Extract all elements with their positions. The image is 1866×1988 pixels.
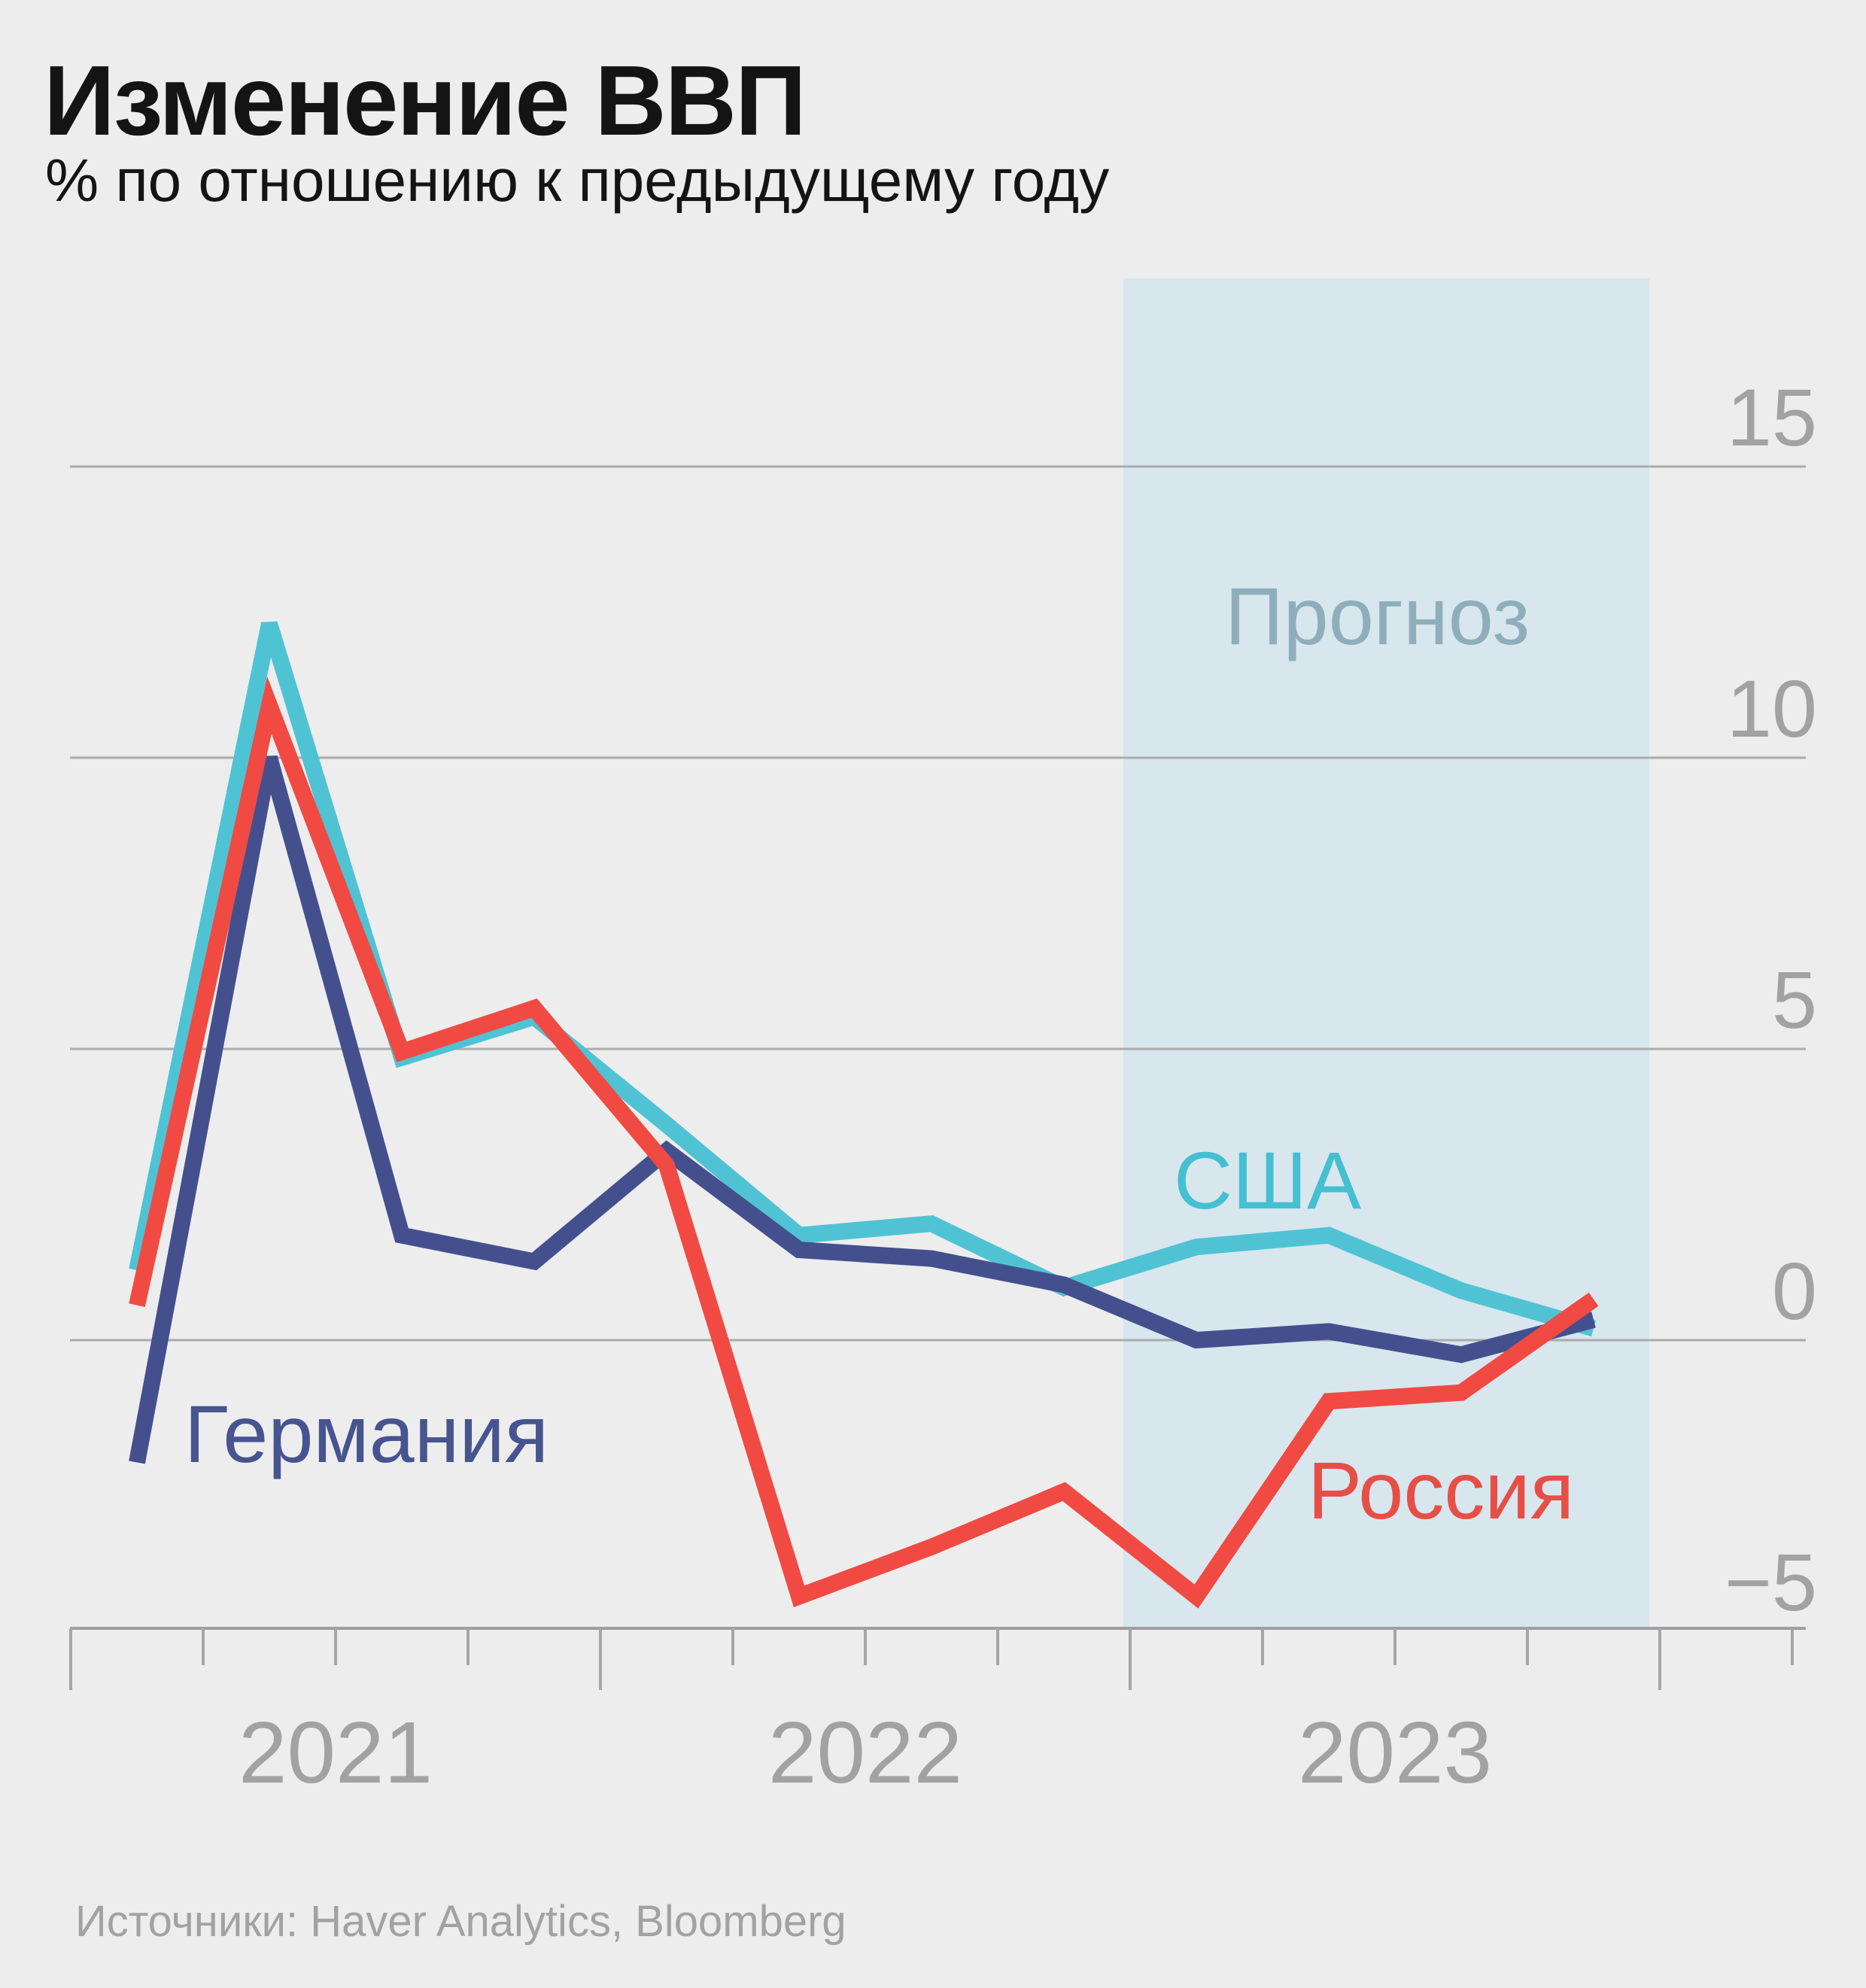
- y-tick-label-5: 5: [1771, 954, 1817, 1045]
- y-tick-label-10: 10: [1726, 663, 1817, 754]
- x-tick-label-2022: 2022: [767, 1704, 963, 1801]
- series-label-germany: Германия: [184, 1388, 549, 1479]
- series-lines: [129, 621, 1599, 1609]
- line-Германия: [129, 755, 1596, 1464]
- y-tick-label-15: 15: [1726, 372, 1817, 463]
- y-tick-label-minus5: −5: [1724, 1537, 1817, 1628]
- source-note: Источники: Haver Analytics, Bloomberg: [75, 1897, 846, 1946]
- series-label-usa: США: [1174, 1135, 1362, 1226]
- x-axis-ticks: [69, 1628, 1794, 1690]
- x-tick-label-2023: 2023: [1297, 1704, 1493, 1801]
- y-tick-label-0: 0: [1771, 1245, 1817, 1336]
- x-tick-label-2021: 2021: [238, 1704, 433, 1801]
- line-Россия: [129, 676, 1599, 1609]
- forecast-region-label: Прогноз: [1225, 570, 1530, 661]
- chart-title: Изменение ВВП: [44, 45, 807, 156]
- chart-subtitle: % по отношению к предыдущему году: [45, 147, 1110, 214]
- gridlines: [70, 465, 1806, 1342]
- series-label-russia: Россия: [1308, 1445, 1575, 1536]
